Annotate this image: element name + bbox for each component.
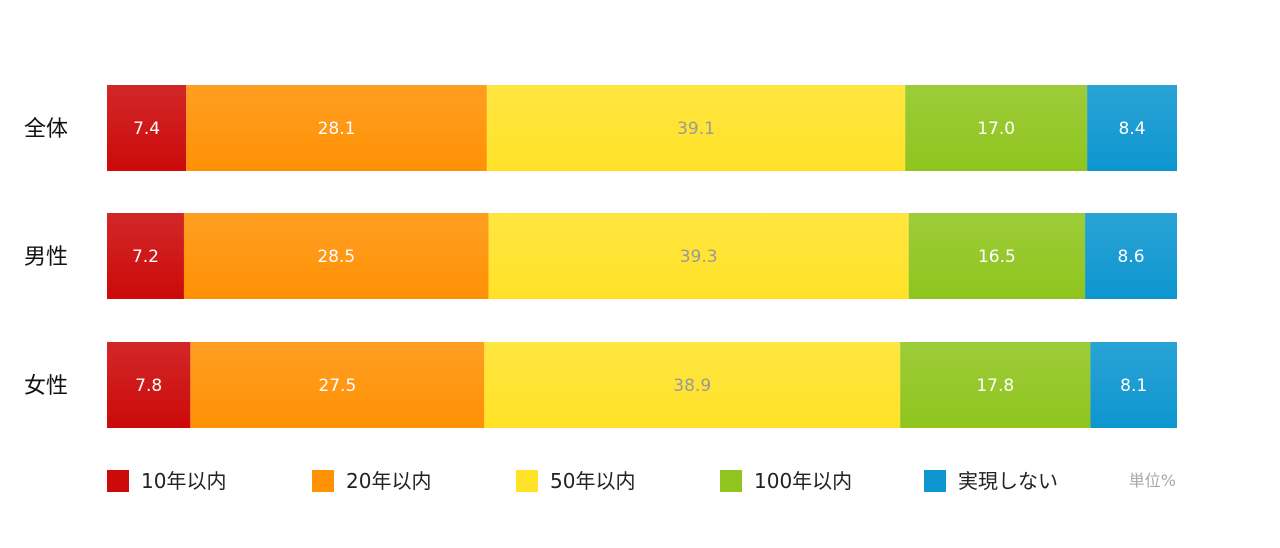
legend-swatch [720,470,742,492]
data-label: 17.0 [977,119,1015,139]
data-label: 27.5 [318,376,356,396]
bar-segment [1087,85,1177,171]
bar-segment [1090,342,1177,428]
legend-label: 50年以内 [550,469,635,493]
legend: 10年以内 20年以内 50年以内 100年以内 実現しない [107,469,1058,493]
bar-segment [908,213,1086,299]
data-label: 7.2 [132,247,159,267]
bar-segment [1085,213,1177,299]
legend-label: 100年以内 [754,469,852,493]
data-label: 8.4 [1119,119,1146,139]
bar-segment [486,85,906,171]
legend-label: 20年以内 [346,469,431,493]
data-label: 39.1 [677,119,715,139]
data-label: 7.8 [135,376,162,396]
bar-segment [107,85,187,171]
legend-swatch [516,470,538,492]
bar-segment [107,342,191,428]
row-label: 男性 [24,245,68,270]
legend-label: 10年以内 [141,469,226,493]
data-label: 7.4 [133,119,160,139]
legend-swatch [924,470,946,492]
bar-segment [484,342,901,428]
bar-segment [900,342,1091,428]
legend-label: 実現しない [958,469,1058,493]
bar-segment [190,342,485,428]
legend-swatch [312,470,334,492]
legend-swatch [107,470,129,492]
row-label: 女性 [24,374,68,399]
data-label: 38.9 [673,376,711,396]
bar-segment [183,213,489,299]
data-label: 8.1 [1120,376,1147,396]
bar-segment [488,213,909,299]
data-label: 17.8 [976,376,1014,396]
bar-segment [107,213,184,299]
unit-label: 単位% [1129,471,1176,490]
data-label: 39.3 [680,247,718,267]
data-label: 16.5 [978,247,1016,267]
bar-rows: 全体 7.4 28.1 39.1 17.0 8.4 男性 7.2 28.5 39.3 16.5 8.6… [24,85,1177,428]
data-label: 8.6 [1118,247,1145,267]
row-label: 全体 [24,117,68,142]
data-label: 28.1 [318,119,356,139]
bar-segment [186,85,487,171]
bar-segment [905,85,1088,171]
data-label: 28.5 [317,247,355,267]
